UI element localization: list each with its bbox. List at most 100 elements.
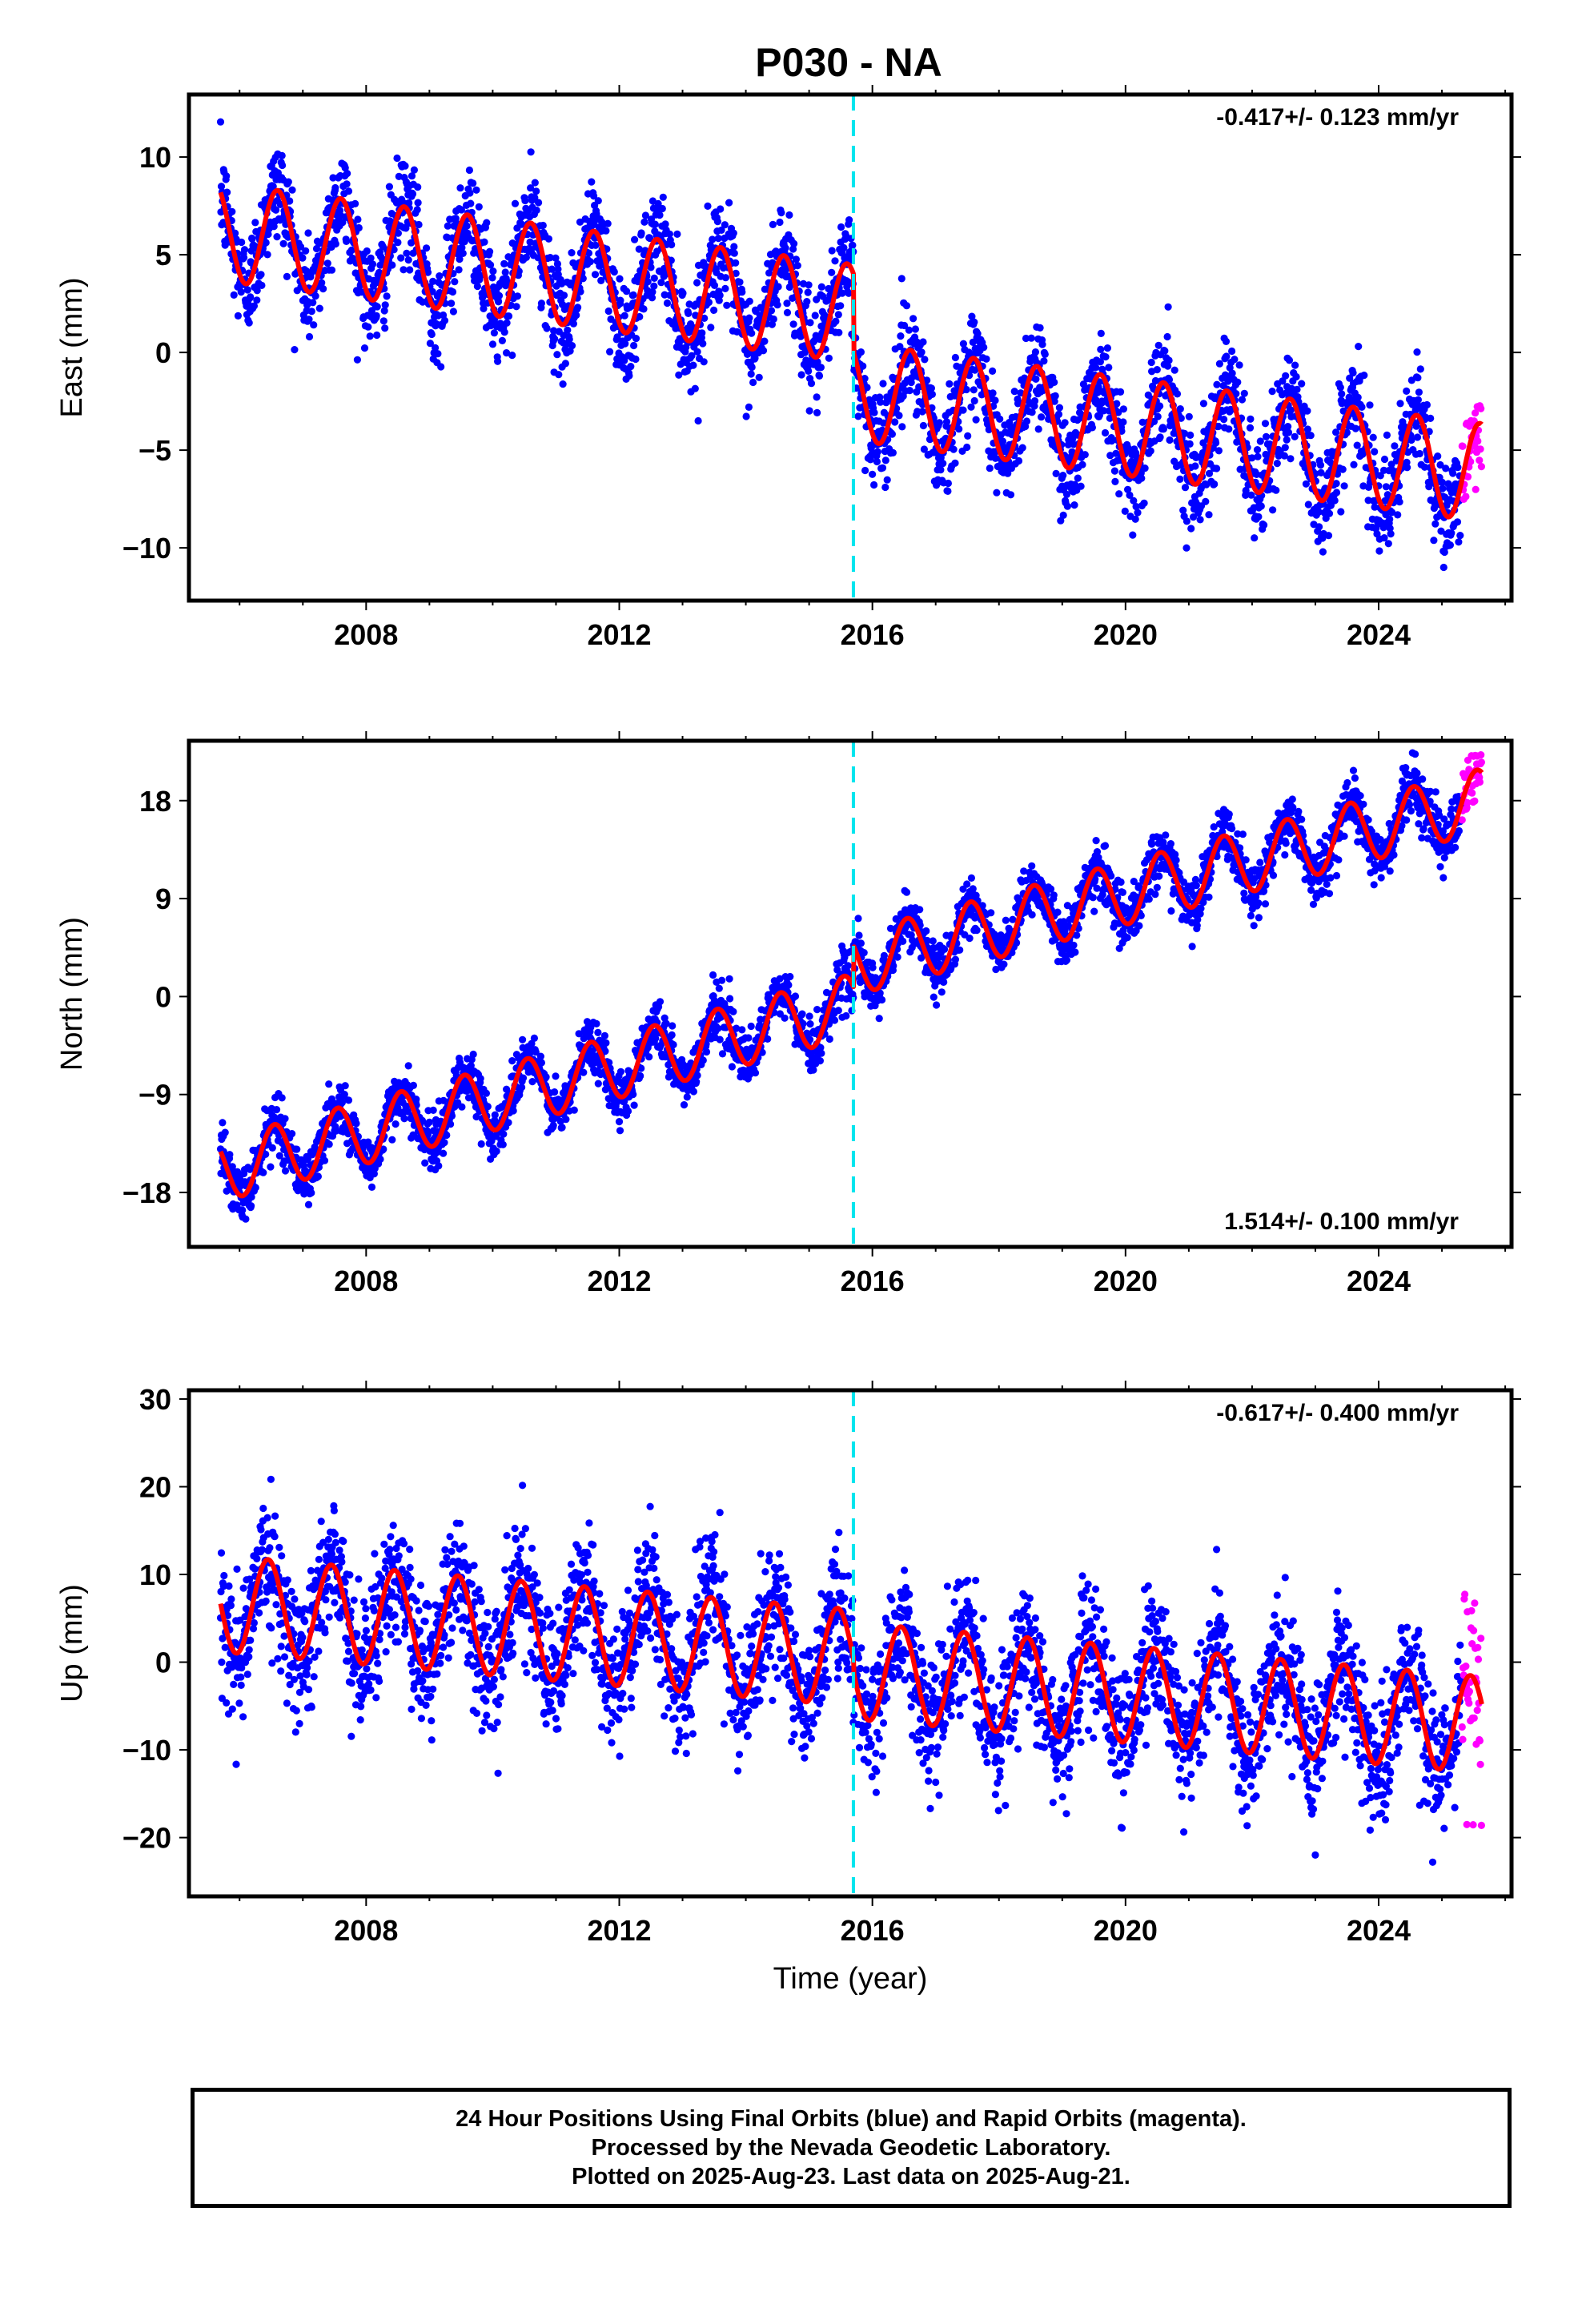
final-orbit-point xyxy=(415,220,423,229)
final-orbit-point xyxy=(258,281,266,289)
final-orbit-point xyxy=(404,256,412,264)
final-orbit-point xyxy=(707,324,715,332)
final-orbit-points xyxy=(216,118,1465,572)
final-orbit-point xyxy=(1176,475,1184,484)
final-orbit-point xyxy=(408,190,417,198)
final-orbit-point xyxy=(1117,388,1125,396)
rapid-orbit-point xyxy=(1459,442,1467,450)
final-orbit-point xyxy=(685,309,693,317)
final-orbit-point xyxy=(421,1159,429,1167)
final-orbit-point xyxy=(522,253,531,261)
final-orbit-point xyxy=(1097,329,1105,337)
final-orbit-point xyxy=(636,1072,644,1080)
final-orbit-point xyxy=(1223,352,1231,360)
final-orbit-point xyxy=(1255,513,1263,521)
final-orbit-point xyxy=(486,247,494,255)
final-orbit-point xyxy=(1427,414,1435,423)
plot-area xyxy=(216,118,1485,572)
final-orbit-point xyxy=(828,247,836,255)
final-orbit-point xyxy=(809,1066,817,1074)
final-orbit-point xyxy=(1215,447,1223,455)
final-orbit-point xyxy=(944,487,952,496)
final-orbit-point xyxy=(790,239,798,247)
final-orbit-point xyxy=(1351,424,1359,432)
final-orbit-point xyxy=(1291,432,1299,440)
final-orbit-point xyxy=(1387,530,1395,538)
final-orbit-point xyxy=(610,267,618,276)
final-orbit-point xyxy=(919,338,927,346)
final-orbit-point xyxy=(394,229,402,237)
final-orbit-point xyxy=(840,243,848,251)
final-orbit-point xyxy=(738,1026,746,1034)
final-orbit-point xyxy=(989,389,997,397)
final-orbit-point xyxy=(1273,460,1281,468)
final-orbit-point xyxy=(1262,432,1271,441)
final-orbit-point xyxy=(568,249,576,257)
final-orbit-point xyxy=(657,279,665,287)
final-orbit-point xyxy=(1097,345,1105,353)
final-orbit-point xyxy=(1269,506,1277,514)
final-orbit-point xyxy=(1293,385,1301,393)
final-orbit-point xyxy=(569,320,578,328)
final-orbit-point xyxy=(776,218,784,227)
final-orbit-point xyxy=(423,244,431,252)
final-orbit-point xyxy=(1147,358,1155,367)
final-orbit-point xyxy=(594,1028,602,1036)
final-orbit-point xyxy=(1355,343,1363,351)
final-orbit-point xyxy=(606,348,614,356)
final-orbit-point xyxy=(920,445,928,453)
final-orbit-point xyxy=(830,1016,839,1024)
final-orbit-point xyxy=(379,317,387,325)
final-orbit-point xyxy=(620,312,628,320)
final-orbit-point xyxy=(1391,442,1399,450)
final-orbit-point xyxy=(972,416,980,424)
final-orbit-point xyxy=(1038,413,1046,421)
final-orbit-point xyxy=(561,360,570,368)
final-orbit-point xyxy=(1187,525,1195,533)
final-orbit-point xyxy=(897,332,905,340)
final-orbit-point xyxy=(732,259,740,267)
final-orbit-point xyxy=(1371,448,1379,456)
final-orbit-point xyxy=(429,1106,437,1114)
final-orbit-point xyxy=(693,348,701,356)
final-orbit-point xyxy=(250,302,258,310)
final-orbit-point xyxy=(959,340,967,348)
final-orbit-point xyxy=(537,1059,546,1067)
final-orbit-point xyxy=(1324,532,1333,540)
final-orbit-point xyxy=(434,350,442,358)
final-orbit-point xyxy=(1414,396,1422,404)
final-orbit-point xyxy=(1434,452,1442,460)
final-orbit-point xyxy=(590,192,598,200)
final-orbit-point xyxy=(435,1162,443,1170)
final-orbit-point xyxy=(629,291,637,299)
final-orbit-point xyxy=(745,403,753,411)
final-orbit-point xyxy=(602,1039,610,1047)
plot-area xyxy=(216,749,1485,1223)
final-orbit-point xyxy=(535,199,543,207)
final-orbit-point xyxy=(488,340,497,348)
final-orbit-point xyxy=(1212,439,1220,447)
final-orbit-point xyxy=(636,312,644,321)
y-tick-label: 0 xyxy=(155,336,171,369)
final-orbit-point xyxy=(751,354,759,362)
final-orbit-point xyxy=(832,317,840,325)
final-orbit-point xyxy=(816,1057,824,1065)
final-orbit-point xyxy=(388,261,396,269)
final-orbit-point xyxy=(971,366,979,374)
final-orbit-point xyxy=(689,361,697,369)
final-orbit-point xyxy=(283,272,291,280)
final-orbit-point xyxy=(299,254,307,262)
final-orbit-point xyxy=(699,1056,707,1064)
final-orbit-point xyxy=(939,460,947,468)
rapid-orbit-point xyxy=(1462,493,1470,501)
final-orbit-point xyxy=(488,274,496,282)
final-orbit-point xyxy=(1403,387,1411,395)
final-orbit-point xyxy=(239,1206,247,1214)
final-orbit-point xyxy=(1105,364,1113,372)
final-orbit-point xyxy=(659,193,667,201)
final-orbit-point xyxy=(373,303,381,311)
final-orbit-point xyxy=(347,246,355,254)
final-orbit-point xyxy=(716,292,724,300)
final-orbit-point xyxy=(1176,405,1184,413)
